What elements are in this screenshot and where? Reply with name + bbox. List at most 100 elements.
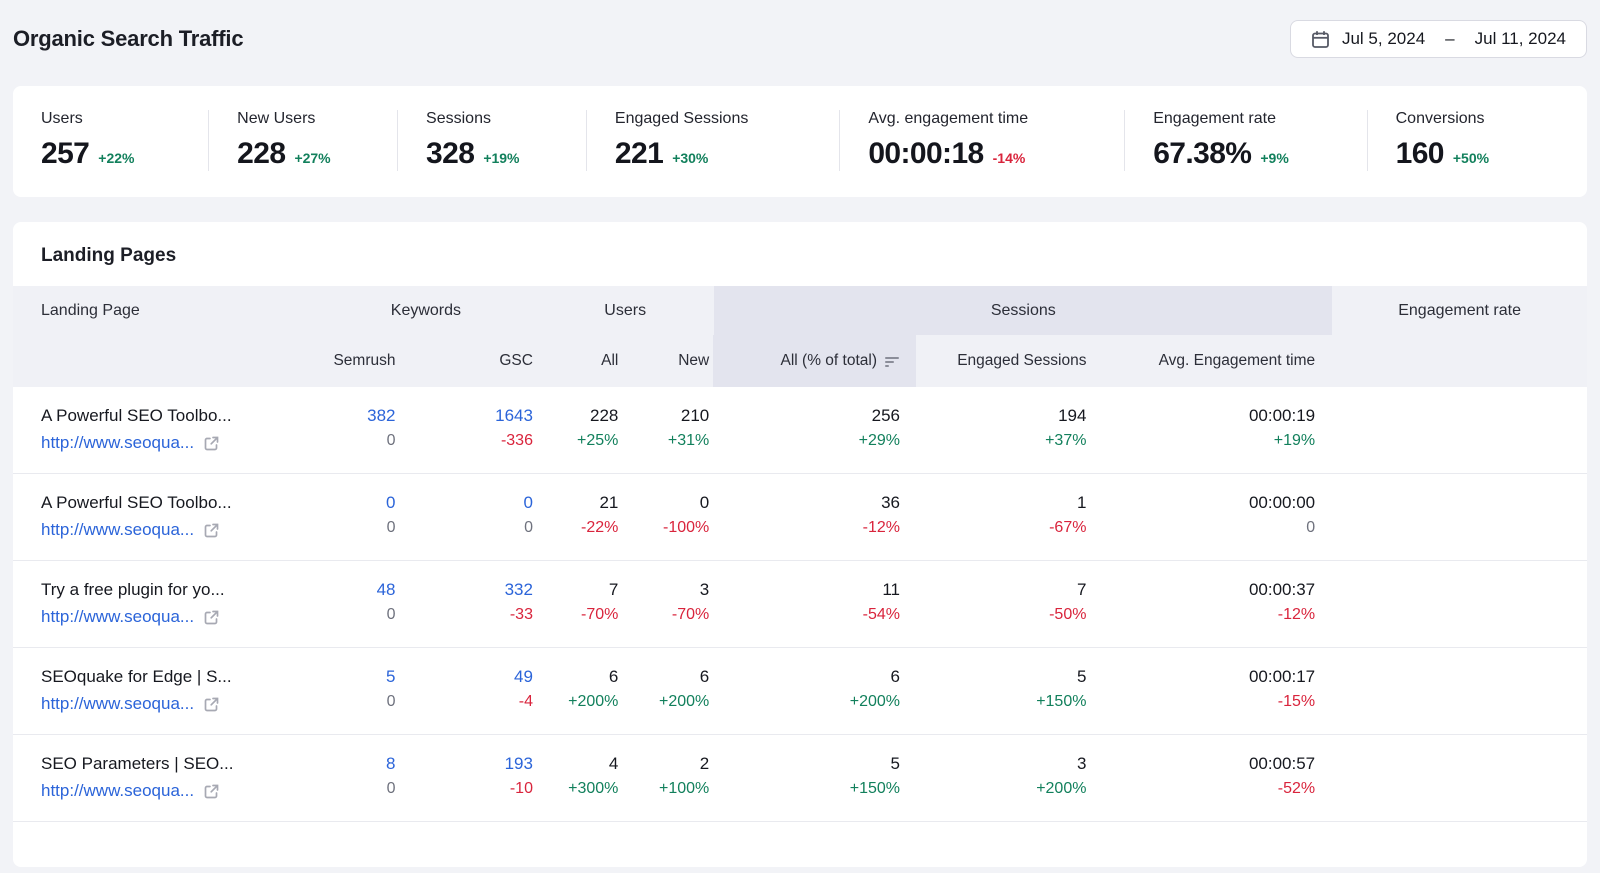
- users-new-change: +200%: [658, 693, 710, 710]
- avg-engagement-time-cell: 00:00:00 0: [1098, 493, 1333, 540]
- gsc-value[interactable]: 49: [514, 667, 533, 686]
- kpi-delta: +50%: [1452, 150, 1490, 166]
- page-title-link[interactable]: SEO Parameters | SEO...: [41, 754, 234, 773]
- avg-engagement-time-cell: 00:00:19 +19%: [1098, 406, 1333, 453]
- external-link-icon[interactable]: [203, 609, 220, 626]
- gsc-change: 0: [524, 519, 533, 536]
- external-link-icon[interactable]: [203, 696, 220, 713]
- gsc-cell: 1643 -336: [402, 406, 535, 453]
- kpi-value: 328: [426, 137, 475, 170]
- avg-engagement-time-value: 00:00:17: [1248, 667, 1316, 686]
- users-new-change: -70%: [671, 606, 710, 623]
- gsc-value[interactable]: 193: [504, 754, 533, 773]
- kpi-delta: -14%: [992, 150, 1026, 166]
- gsc-cell: 0 0: [402, 493, 535, 540]
- users-new-change: +31%: [667, 432, 710, 449]
- engaged-sessions-value: 5: [1076, 667, 1087, 686]
- sessions-all-change: +150%: [849, 780, 900, 797]
- group-header-row: Landing Page Keywords Users Sessions Eng…: [13, 286, 1587, 335]
- page-title-link[interactable]: A Powerful SEO Toolbo...: [41, 406, 232, 425]
- sessions-all-cell: 6 +200%: [713, 667, 916, 714]
- avg-engagement-time-value: 00:00:57: [1248, 754, 1316, 773]
- semrush-change: 0: [386, 519, 396, 536]
- gsc-change: -33: [509, 606, 533, 623]
- engaged-sessions-cell: 3 +200%: [916, 754, 1098, 801]
- semrush-value[interactable]: 5: [386, 667, 396, 686]
- avg-engagement-time-cell: 00:00:37 -12%: [1098, 580, 1333, 627]
- avg-engagement-time-cell: 00:00:17 -15%: [1098, 667, 1333, 714]
- column-header-users-new[interactable]: New: [678, 352, 710, 369]
- group-header-sessions: Sessions: [714, 286, 1333, 335]
- sessions-all-cell: 36 -12%: [713, 493, 916, 540]
- external-link-icon[interactable]: [203, 783, 220, 800]
- landing-page-cell: SEOquake for Edge | S... http://www.seoq…: [13, 667, 315, 714]
- external-link-icon[interactable]: [203, 522, 220, 539]
- page-title-link[interactable]: Try a free plugin for yo...: [41, 580, 225, 599]
- engaged-sessions-change: +200%: [1036, 780, 1087, 797]
- semrush-cell: 48 0: [315, 580, 402, 627]
- table-row: Try a free plugin for yo... http://www.s…: [13, 561, 1587, 648]
- engagement-rate-cell: [1333, 754, 1587, 801]
- users-all-change: -22%: [581, 519, 619, 536]
- page-url-link[interactable]: http://www.seoqua...: [41, 520, 195, 539]
- semrush-value[interactable]: 382: [367, 406, 396, 425]
- column-header-gsc[interactable]: GSC: [499, 352, 533, 369]
- users-all-cell: 228 +25%: [535, 406, 620, 453]
- semrush-value[interactable]: 0: [386, 493, 396, 512]
- page-url-link[interactable]: http://www.seoqua...: [41, 433, 195, 452]
- table-row: SEOquake for Edge | S... http://www.seoq…: [13, 648, 1587, 735]
- gsc-value[interactable]: 332: [504, 580, 533, 599]
- users-new-value: 2: [699, 754, 710, 773]
- page-url-link[interactable]: http://www.seoqua...: [41, 781, 195, 800]
- kpi-label: Engaged Sessions: [614, 110, 749, 127]
- column-header-avg-engagement-time[interactable]: Avg. Engagement time: [1158, 352, 1316, 369]
- date-range-picker[interactable]: Jul 5, 2024 – Jul 11, 2024: [1289, 20, 1587, 58]
- gsc-change: -4: [518, 693, 533, 710]
- group-header-users: Users: [604, 301, 647, 319]
- semrush-value[interactable]: 8: [386, 754, 396, 773]
- sessions-all-cell: 11 -54%: [713, 580, 916, 627]
- users-all-cell: 7 -70%: [535, 580, 620, 627]
- page-url-link[interactable]: http://www.seoqua...: [41, 607, 195, 626]
- page-title-link[interactable]: A Powerful SEO Toolbo...: [41, 493, 232, 512]
- users-all-value: 4: [608, 754, 619, 773]
- page-url-link[interactable]: http://www.seoqua...: [41, 694, 195, 713]
- group-header-landing-page[interactable]: Landing Page: [41, 301, 140, 319]
- users-new-value: 6: [699, 667, 710, 686]
- avg-engagement-time-change: +19%: [1273, 432, 1316, 449]
- users-all-change: +200%: [568, 693, 619, 710]
- users-new-value: 3: [699, 580, 710, 599]
- kpi-avg-engagement-time: Avg. engagement time 00:00:18 -14%: [839, 110, 1124, 171]
- kpi-label: Sessions: [426, 110, 491, 127]
- column-header-sessions-all[interactable]: All (% of total): [713, 335, 916, 387]
- engaged-sessions-cell: 5 +150%: [916, 667, 1098, 714]
- semrush-change: 0: [386, 606, 396, 623]
- users-all-value: 21: [599, 493, 619, 512]
- column-header-users-all[interactable]: All: [601, 352, 619, 369]
- gsc-cell: 332 -33: [402, 580, 535, 627]
- column-header-semrush[interactable]: Semrush: [333, 352, 396, 369]
- users-all-value: 6: [608, 667, 619, 686]
- users-new-value: 0: [699, 493, 710, 512]
- semrush-change: 0: [386, 693, 396, 710]
- sessions-all-value: 6: [890, 667, 900, 686]
- gsc-value[interactable]: 1643: [495, 406, 533, 425]
- engagement-rate-cell: [1333, 406, 1587, 453]
- users-all-cell: 6 +200%: [535, 667, 620, 714]
- users-new-cell: 6 +200%: [620, 667, 713, 714]
- external-link-icon[interactable]: [203, 435, 220, 452]
- engaged-sessions-cell: 7 -50%: [916, 580, 1098, 627]
- sessions-all-cell: 256 +29%: [713, 406, 916, 453]
- kpi-value: 257: [41, 137, 90, 170]
- column-header-engaged-sessions[interactable]: Engaged Sessions: [957, 352, 1087, 369]
- semrush-value[interactable]: 48: [376, 580, 396, 599]
- date-range-separator: –: [1445, 29, 1455, 48]
- engaged-sessions-change: -67%: [1049, 519, 1087, 536]
- sort-descending-icon[interactable]: [884, 355, 900, 368]
- table-row: SEO Parameters | SEO... http://www.seoqu…: [13, 735, 1587, 822]
- page-title-link[interactable]: SEOquake for Edge | S...: [41, 667, 232, 686]
- users-all-change: +25%: [577, 432, 619, 449]
- avg-engagement-time-value: 00:00:19: [1248, 406, 1316, 425]
- gsc-value[interactable]: 0: [523, 493, 533, 512]
- kpi-value: 228: [237, 137, 286, 170]
